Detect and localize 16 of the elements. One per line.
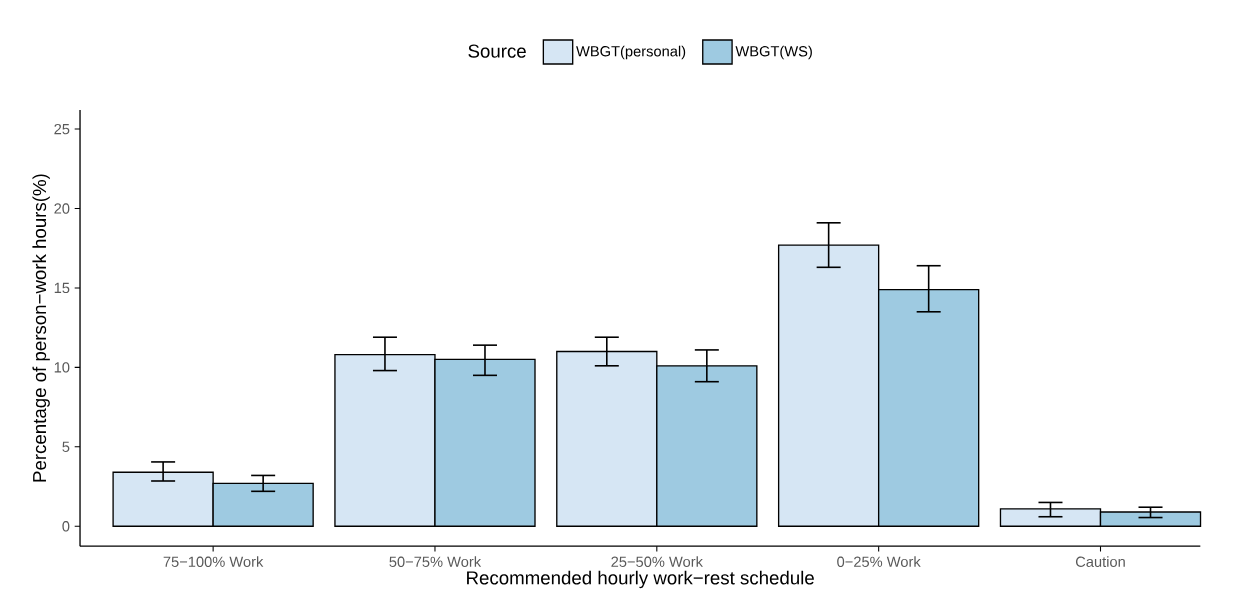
x-tick-label: 75−100% Work bbox=[163, 556, 264, 567]
x-tick-label: 50−75% Work bbox=[389, 556, 482, 567]
legend-label: WBGT(WS) bbox=[735, 45, 812, 60]
x-tick-label: 25−50% Work bbox=[611, 556, 703, 567]
y-tick-label: 10 bbox=[54, 362, 70, 373]
x-tick-label: 0−25% Work bbox=[837, 556, 921, 567]
legend-label: WBGT(personal) bbox=[576, 45, 686, 60]
x-axis-title: Recommended hourly work−rest schedule bbox=[467, 570, 814, 589]
y-tick-label: 15 bbox=[54, 282, 70, 293]
y-tick-label: 5 bbox=[62, 441, 70, 452]
y-tick-label: 20 bbox=[54, 203, 70, 214]
y-tick-label: 25 bbox=[54, 123, 70, 135]
x-tick-label: Caution bbox=[1075, 556, 1125, 567]
y-tick-label: 0 bbox=[62, 521, 70, 532]
legend-title: Source bbox=[468, 44, 526, 58]
y-axis-title: Percentage of person−work hours(%) bbox=[32, 174, 50, 482]
